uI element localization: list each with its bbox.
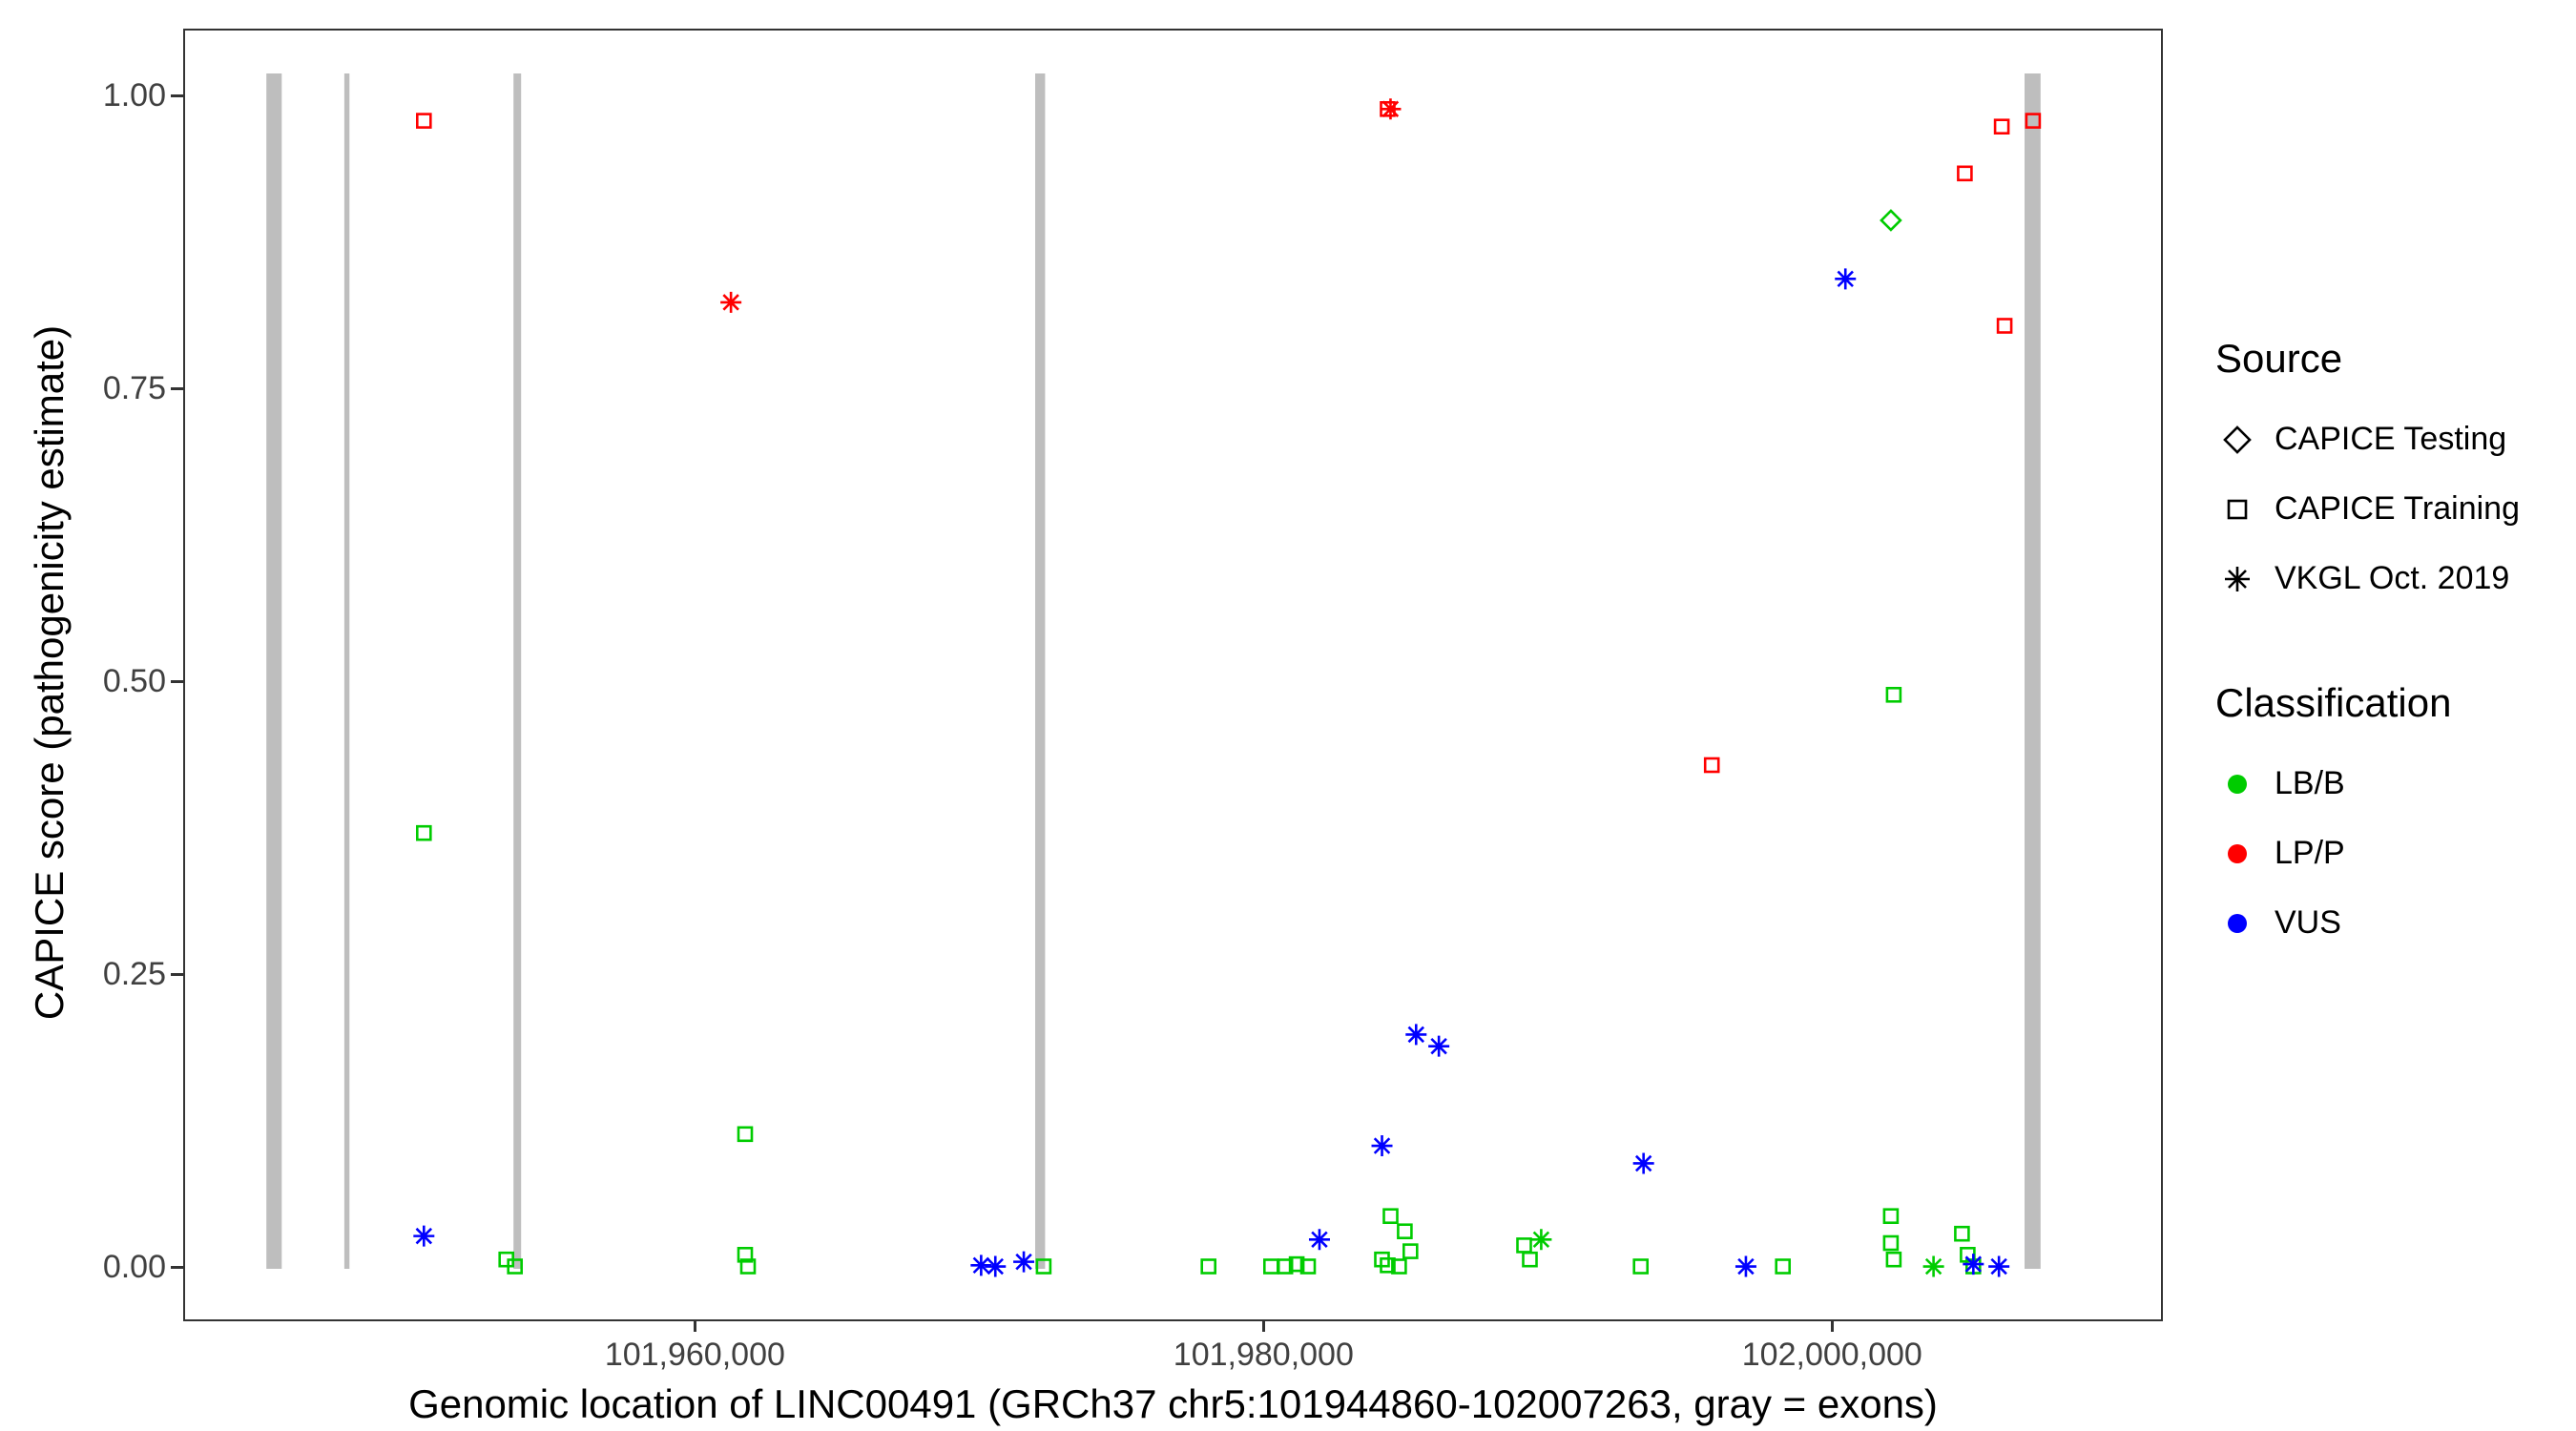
data-point-square — [1882, 1234, 1900, 1252]
data-point-diamond — [1880, 209, 1902, 232]
x-tick-mark — [693, 1319, 696, 1332]
legend-item-capice-testing: CAPICE Testing — [2215, 404, 2520, 474]
asterisk-icon — [2225, 566, 2250, 591]
diamond-icon — [2223, 425, 2252, 454]
y-tick-label: 0.25 — [102, 956, 166, 992]
legend-item-vus: VUS — [2215, 888, 2520, 958]
y-tick-label: 0.50 — [102, 663, 166, 699]
legend-item-label: CAPICE Testing — [2275, 421, 2507, 457]
data-point-asterisk — [1922, 1255, 1944, 1277]
data-point-square — [737, 1247, 754, 1263]
data-point-square — [1391, 1258, 1407, 1275]
data-point-square — [416, 824, 432, 841]
data-point-square — [1632, 1258, 1649, 1275]
legend-item-lbb: LB/B — [2215, 749, 2520, 819]
data-point-square — [416, 113, 432, 129]
data-point-asterisk — [985, 1255, 1007, 1277]
exon-bar — [343, 73, 350, 1269]
data-point-asterisk — [1530, 1229, 1552, 1251]
legend-item-label: CAPICE Training — [2275, 490, 2520, 527]
data-point-asterisk — [1308, 1229, 1330, 1251]
data-point-square — [1993, 118, 2010, 135]
y-tick-label: 0.75 — [102, 370, 166, 406]
data-point-square — [737, 1126, 754, 1143]
legend-item-label: VUS — [2275, 904, 2341, 941]
data-point-square — [1263, 1258, 1279, 1275]
data-point-square — [1516, 1237, 1532, 1254]
data-point-asterisk — [1371, 1135, 1393, 1157]
y-tick-mark — [171, 386, 183, 390]
legend-classification-title: Classification — [2215, 680, 2452, 725]
x-axis-title: Genomic location of LINC00491 (GRCh37 ch… — [408, 1381, 1938, 1426]
data-point-asterisk — [1735, 1255, 1756, 1277]
data-point-square — [1885, 1251, 1902, 1268]
x-tick-mark — [1830, 1319, 1834, 1332]
data-point-square — [1402, 1243, 1419, 1259]
data-point-square — [1382, 1208, 1399, 1224]
data-point-square — [507, 1258, 524, 1275]
plot-panel — [183, 29, 2163, 1321]
y-tick-mark — [171, 1265, 183, 1269]
data-point-square — [1996, 318, 2013, 334]
data-point-asterisk — [1380, 98, 1402, 120]
data-point-square — [1885, 686, 1902, 703]
legend-item-lpp: LP/P — [2215, 819, 2520, 888]
data-point-square — [1380, 1257, 1396, 1274]
data-point-square — [739, 1258, 757, 1275]
x-tick-label: 101,960,000 — [604, 1337, 785, 1373]
legend-item-label: LB/B — [2275, 765, 2345, 801]
data-point-square — [2025, 113, 2042, 129]
y-tick-label: 1.00 — [102, 77, 166, 114]
y-axis-title: CAPICE score (pathogenicity estimate) — [27, 324, 72, 1021]
blue-dot-icon — [2228, 913, 2247, 933]
data-point-asterisk — [1013, 1251, 1035, 1273]
y-tick-mark — [171, 93, 183, 97]
data-point-square — [1954, 1225, 1970, 1242]
data-point-asterisk — [1405, 1024, 1427, 1046]
red-dot-icon — [2228, 843, 2247, 863]
data-point-asterisk — [413, 1225, 435, 1247]
data-point-square — [1882, 1208, 1900, 1224]
plot-area — [266, 73, 2042, 1277]
data-point-asterisk — [720, 291, 742, 313]
legend-item-label: VKGL Oct. 2019 — [2275, 560, 2510, 596]
legend-item-label: LP/P — [2275, 835, 2345, 871]
data-point-asterisk — [1835, 268, 1857, 290]
exon-bar — [266, 73, 282, 1269]
exon-bar — [1035, 73, 1046, 1269]
data-point-asterisk — [1988, 1255, 2010, 1277]
x-tick-label: 101,980,000 — [1173, 1337, 1354, 1373]
data-point-square — [1288, 1255, 1305, 1273]
legend-group-source: Source CAPICE Testing CAPICE Training VK… — [2215, 336, 2520, 613]
data-point-asterisk — [1632, 1152, 1654, 1174]
exon-bar — [2025, 73, 2041, 1269]
square-icon — [2227, 499, 2248, 519]
data-point-asterisk — [1428, 1035, 1450, 1057]
x-tick-label: 102,000,000 — [1741, 1337, 1922, 1373]
data-point-square — [1299, 1258, 1317, 1275]
data-point-asterisk — [1963, 1254, 1984, 1275]
legend-group-classification: Classification LB/B LP/P VUS — [2215, 680, 2520, 958]
data-point-square — [1703, 757, 1720, 774]
legend-source-title: Source — [2215, 336, 2343, 381]
legend-item-vkgl: VKGL Oct. 2019 — [2215, 544, 2520, 613]
data-point-square — [1775, 1258, 1791, 1275]
data-point-square — [1522, 1251, 1538, 1268]
exon-bar — [513, 73, 522, 1269]
data-point-asterisk — [970, 1255, 992, 1276]
y-tick-mark — [171, 679, 183, 683]
legend-item-capice-training: CAPICE Training — [2215, 474, 2520, 544]
legend: Source CAPICE Testing CAPICE Training VK… — [2215, 336, 2520, 958]
x-tick-mark — [1261, 1319, 1265, 1332]
green-dot-icon — [2228, 774, 2247, 794]
data-point-square — [1035, 1258, 1052, 1275]
data-point-square — [1200, 1258, 1216, 1275]
data-point-square — [1277, 1258, 1294, 1275]
data-point-square — [1397, 1223, 1413, 1239]
data-point-square — [1957, 165, 1973, 182]
y-tick-mark — [171, 972, 183, 976]
y-tick-label: 0.00 — [102, 1249, 166, 1285]
